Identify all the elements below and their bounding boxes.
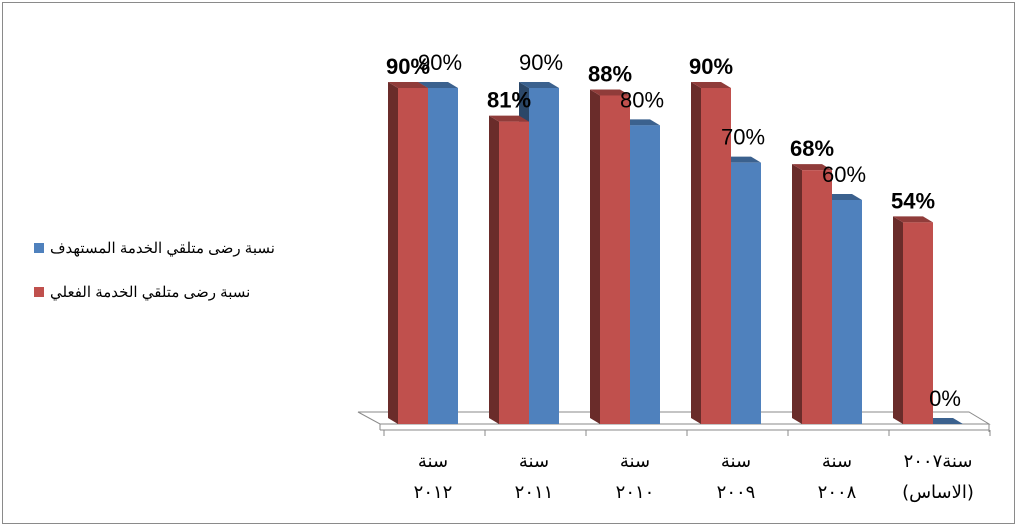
data-label-target: 0% <box>929 386 961 411</box>
data-label-actual: 90% <box>386 54 430 79</box>
chart-legend: نسبة رضى متلقي الخدمة المستهدف نسبة رضى … <box>34 236 275 324</box>
data-label-actual: 88% <box>588 61 632 86</box>
x-tick-label: ٢٠٠٩ <box>717 482 756 503</box>
x-tick-label: ٢٠١٢ <box>414 482 453 503</box>
data-label-target: 80% <box>620 87 664 112</box>
bar-top <box>519 82 559 88</box>
bar-top <box>792 164 832 171</box>
bar-side <box>893 216 903 424</box>
bar-top <box>691 82 731 88</box>
legend-item-target: نسبة رضى متلقي الخدمة المستهدف <box>34 236 275 260</box>
data-label-target: 90% <box>418 50 462 75</box>
data-label-target: 90% <box>519 50 563 75</box>
data-label-actual: 90% <box>689 54 733 79</box>
x-tick-label: سنة <box>721 451 751 472</box>
legend-label-target: نسبة رضى متلقي الخدمة المستهدف <box>50 240 275 257</box>
bar-target <box>731 162 761 424</box>
bar-target <box>832 200 862 424</box>
data-label-actual: 68% <box>790 136 834 161</box>
bar-side <box>590 89 600 424</box>
legend-label-actual: نسبة رضى متلقي الخدمة الفعلي <box>50 284 251 301</box>
x-tick-label: سنة <box>822 451 852 472</box>
bar-actual <box>802 170 832 424</box>
x-tick-label: ٢٠١١ <box>515 482 554 503</box>
bar-top <box>388 82 428 88</box>
bar-top <box>893 216 933 223</box>
x-tick-label: سنة <box>620 451 650 472</box>
data-label-actual: 54% <box>891 188 935 213</box>
bar-side <box>388 82 398 424</box>
bar-actual <box>600 95 630 424</box>
bar-top <box>418 82 458 88</box>
data-label-target: 60% <box>822 162 866 187</box>
bar-actual <box>398 88 428 424</box>
x-tick-label: سنة <box>418 451 448 472</box>
bar-actual <box>701 88 731 424</box>
bar-target <box>428 88 458 424</box>
x-tick-label: سنة٢٠٠٧ <box>904 451 973 472</box>
legend-swatch-actual <box>34 287 44 297</box>
x-tick-label: ٢٠١٠ <box>616 482 655 503</box>
bar-actual <box>903 222 933 424</box>
bar-top <box>590 89 630 96</box>
bar-actual <box>499 121 529 424</box>
bar-target <box>630 125 660 424</box>
x-tick-label: ٢٠٠٨ <box>818 482 857 503</box>
bar-target <box>529 88 559 424</box>
x-tick-label: (الاساس) <box>902 482 974 503</box>
data-label-target: 70% <box>721 125 765 150</box>
legend-swatch-target <box>34 243 44 253</box>
bar-top <box>489 115 529 122</box>
bar-side <box>489 115 499 424</box>
data-label-actual: 81% <box>487 88 531 113</box>
legend-item-actual: نسبة رضى متلقي الخدمة الفعلي <box>34 280 275 304</box>
x-tick-label: سنة <box>519 451 549 472</box>
bar-side <box>792 164 802 424</box>
bar-side <box>691 82 701 424</box>
